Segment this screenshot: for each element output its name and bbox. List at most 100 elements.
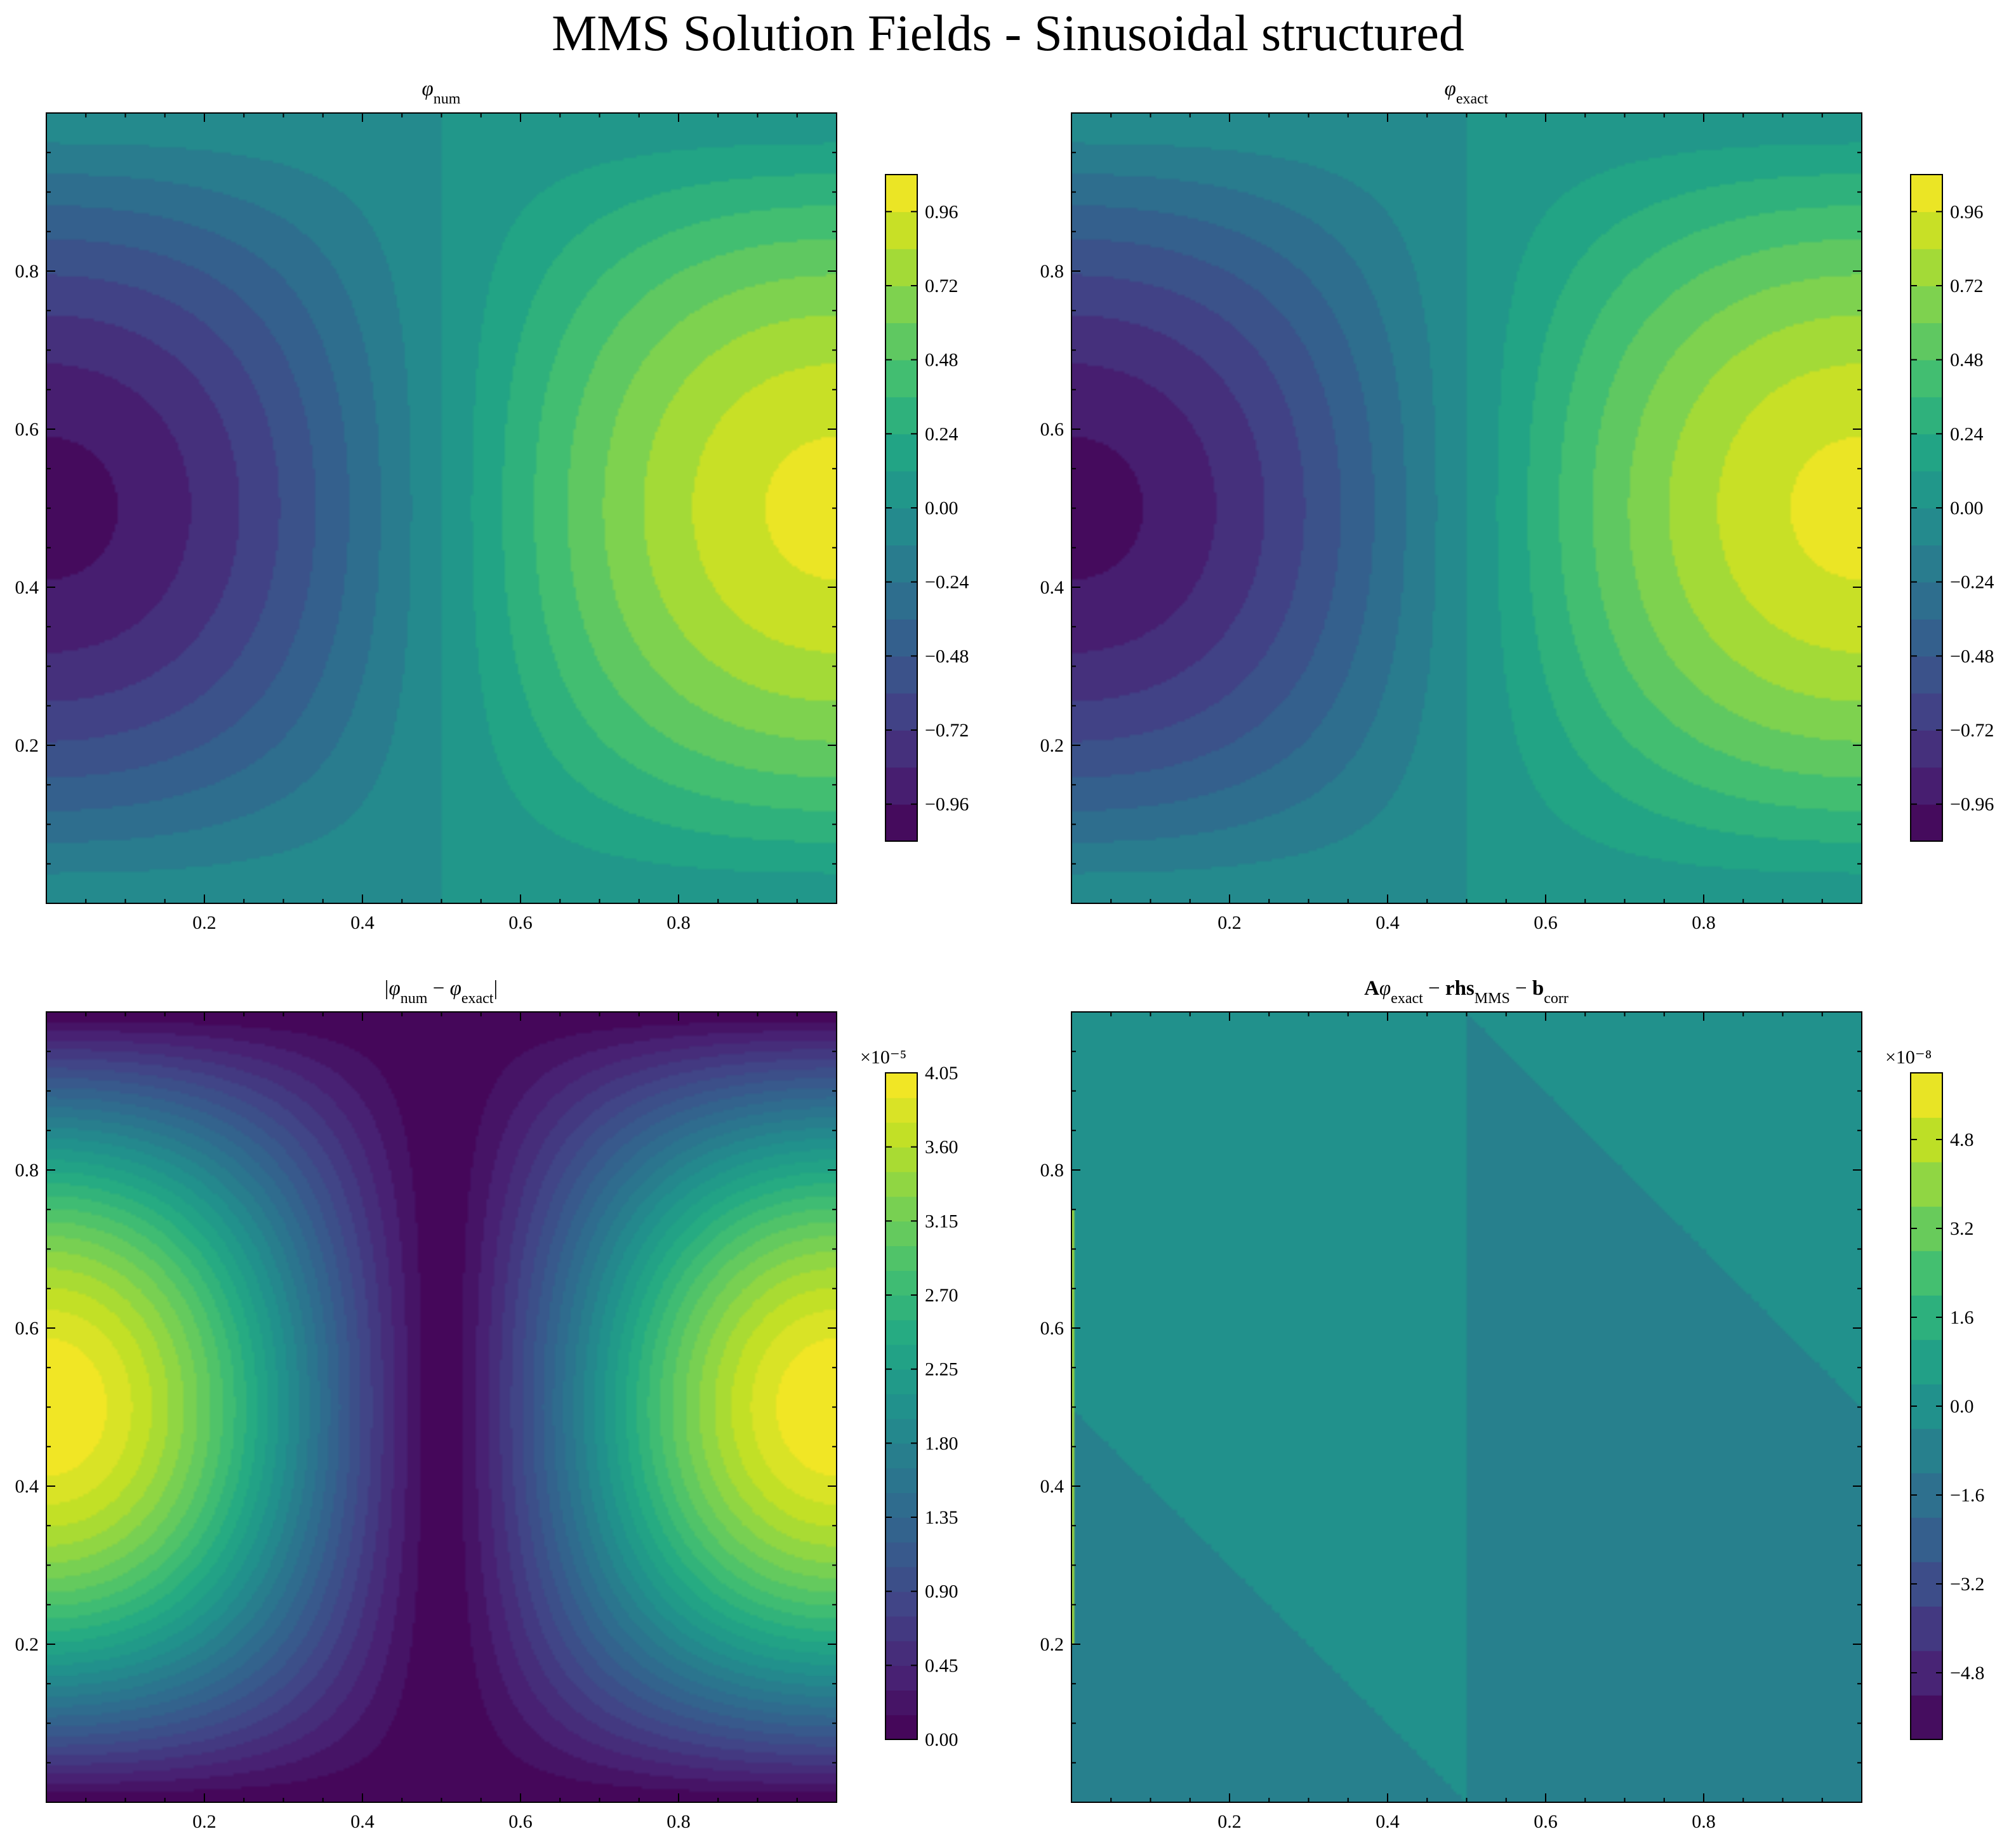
colorbar-segment [885,1270,917,1296]
x-tick-label: 0.6 [508,912,533,933]
panel-title-1: φnum [422,77,461,107]
colorbar-tick-label: −0.72 [925,720,969,741]
y-tick-label: 0.6 [15,419,39,440]
x-tick-label: 0.8 [1692,1811,1716,1832]
heatmap-4 [1071,1012,1862,1802]
colorbar-multiplier: ×10⁻⁸ [1885,1047,1932,1068]
colorbar-segment [885,582,917,620]
colorbar-tick-label: 3.2 [1950,1218,1974,1239]
colorbar-segment [885,322,917,361]
colorbar-multiplier: ×10⁻⁵ [860,1047,906,1068]
colorbar-segment [1911,545,1942,583]
colorbar-segment [885,619,917,657]
colorbar-segment [885,545,917,583]
colorbar-segment [885,804,917,842]
colorbar-tick-label: 0.00 [925,498,958,519]
colorbar-segment [1911,1162,1942,1207]
colorbar-segment [885,730,917,768]
colorbar-segment [885,397,917,435]
colorbar-tick-label: 3.15 [925,1211,958,1232]
colorbar-segment [885,1246,917,1271]
colorbar-segment [885,1517,917,1543]
colorbar-segment [885,1665,917,1691]
heatmap-3 [46,1012,837,1802]
colorbar-segment [1911,248,1942,286]
colorbar-segment [885,1492,917,1518]
colorbar-segment [885,1319,917,1345]
colorbar-segment [1911,175,1942,213]
colorbar-3: 0.00 0.45 0.90 1.35 1.80 2.25 2.70 3.15 3.60 4.05… [860,1047,958,1750]
colorbar-segment [885,286,917,324]
y-tick-label: 0.6 [15,1318,39,1339]
colorbar-tick-label: 0.48 [925,350,958,371]
colorbar-segment [885,1073,917,1098]
colorbar-segment [1911,211,1942,249]
colorbar-segment [885,211,917,249]
colorbar-segment [1911,1517,1942,1562]
x-tick-label: 0.4 [350,1811,375,1832]
chart-panel-3: 0.2 0.4 0.6 0.8 0.2 0.4 0.6 0.8 |φnum − φexact| 0… [15,977,958,1832]
y-tick-label: 0.8 [1040,1160,1064,1181]
colorbar-tick-label: 0.24 [925,423,958,444]
x-tick-label: 0.6 [1534,912,1558,933]
colorbar-segment [885,1690,917,1715]
panel-title-2: φexact [1445,77,1489,107]
colorbar-segment [1911,1606,1942,1651]
y-tick-label: 0.6 [1040,1318,1064,1339]
colorbar-segment [1911,1695,1942,1740]
x-tick-label: 0.2 [192,1811,216,1832]
colorbar-segment [1911,656,1942,694]
colorbar-segment [885,248,917,286]
colorbar-segment [885,1369,917,1395]
y-tick-label: 0.4 [1040,1476,1064,1497]
colorbar-segment [885,693,917,731]
colorbar-tick-label: 2.25 [925,1359,958,1380]
colorbar-segment [885,1196,917,1222]
colorbar-segment [885,1591,917,1617]
colorbar-tick-label: −4.8 [1950,1663,1984,1684]
colorbar-segment [1911,767,1942,805]
colorbar-segment [885,1468,917,1493]
colorbar-segment [1911,359,1942,397]
colorbar-tick-label: 3.60 [925,1137,958,1158]
colorbar-segment [885,175,917,213]
colorbar-tick-label: 1.80 [925,1433,958,1454]
colorbar-tick-label: 0.48 [1950,350,1984,371]
chart-panel-4: 0.2 0.4 0.6 0.8 0.2 0.4 0.6 0.8 Aφexact − rhsMMS… [1040,977,1985,1832]
y-tick-label: 0.2 [1040,1634,1064,1655]
colorbar-segment [1911,693,1942,731]
colorbar-tick-label: −0.24 [1950,572,1994,593]
colorbar-segment [1911,434,1942,472]
colorbar-segment [1911,286,1942,324]
colorbar-tick-label: −0.48 [1950,646,1994,667]
colorbar-tick-label: 0.00 [925,1729,958,1750]
x-tick-label: 0.4 [1376,1811,1400,1832]
colorbar-segment [1911,804,1942,842]
colorbar-tick-label: 0.00 [1950,498,1984,519]
colorbar-segment [885,1393,917,1419]
colorbar-segment [885,1171,917,1197]
colorbar-segment [1911,470,1942,508]
colorbar-1: −0.96 −0.72 −0.48 −0.24 0.00 0.24 0.48 0.72 0.96 [885,174,969,842]
colorbar-tick-label: 4.8 [1950,1129,1974,1150]
colorbar-tick-label: −0.48 [925,646,969,667]
colorbar-tick-label: 0.90 [925,1581,958,1602]
colorbar-segment [1911,322,1942,361]
x-tick-label: 0.2 [1217,1811,1242,1832]
colorbar-segment [885,1715,917,1740]
colorbar-segment [885,359,917,397]
colorbar-tick-label: 1.6 [1950,1307,1974,1328]
colorbar-tick-label: 0.96 [925,201,958,222]
colorbar-segment [885,1443,917,1469]
colorbar-tick-label: −0.24 [925,572,969,593]
colorbar-tick-label: −3.2 [1950,1574,1984,1595]
colorbar-segment [885,1566,917,1592]
x-tick-label: 0.2 [192,912,216,933]
y-tick-label: 0.2 [1040,735,1064,756]
colorbar-segment [1911,582,1942,620]
x-tick-label: 0.8 [1692,912,1716,933]
colorbar-tick-label: −0.96 [925,794,969,815]
y-tick-label: 0.2 [15,1634,39,1655]
x-tick-label: 0.8 [666,1811,691,1832]
y-tick-label: 0.2 [15,735,39,756]
